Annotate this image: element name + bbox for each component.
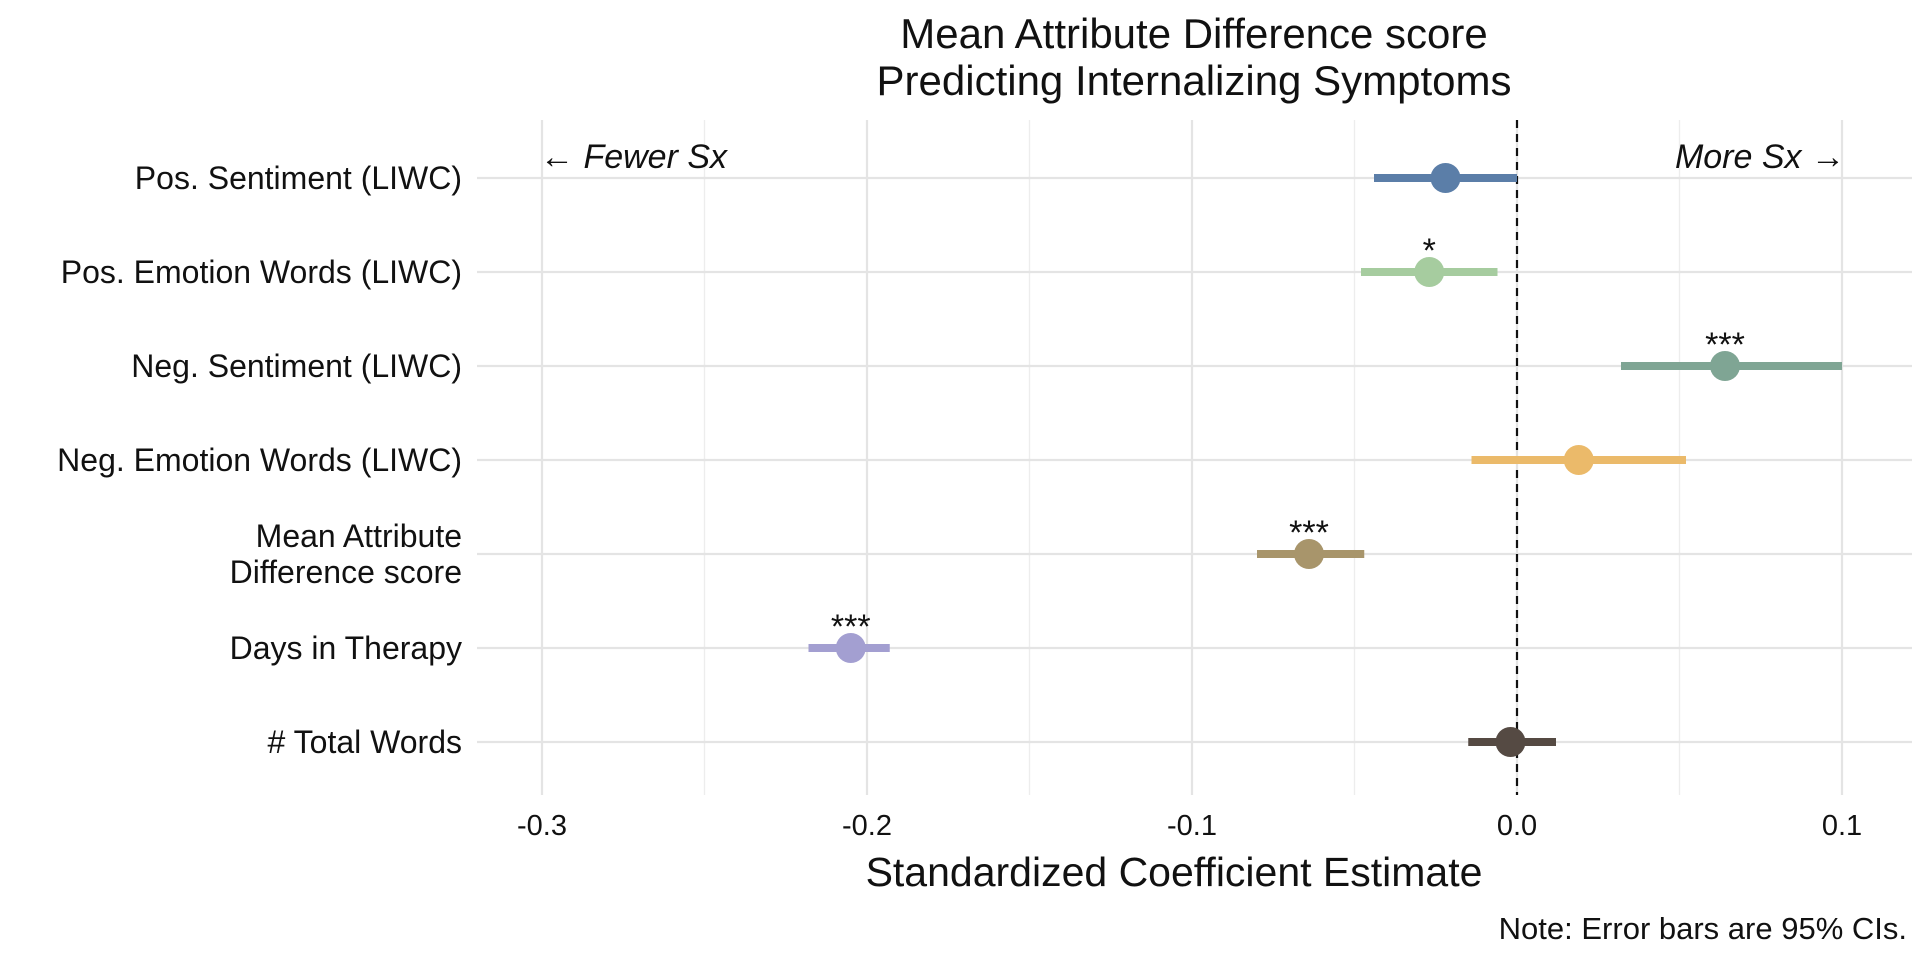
x-tick-label: 0.0	[1497, 810, 1537, 842]
estimate-point	[1430, 163, 1461, 193]
annotation-fewer-sx: ← Fewer Sx	[540, 138, 728, 176]
estimates	[808, 163, 1842, 757]
significance-label: ***	[1705, 326, 1745, 364]
significance-label: *	[1423, 232, 1436, 270]
y-tick-label: Neg. Sentiment (LIWC)	[131, 348, 462, 384]
annotation-more-sx: More Sx →	[1675, 138, 1845, 176]
y-tick-label: Difference score	[230, 554, 462, 590]
x-tick-label: -0.2	[842, 810, 892, 842]
chart-title-line-1: Mean Attribute Difference score	[900, 10, 1488, 57]
estimate-point	[1710, 351, 1740, 381]
significance-label: ***	[1289, 514, 1329, 552]
significance-label: ***	[831, 608, 871, 646]
y-tick-label: Pos. Sentiment (LIWC)	[135, 160, 462, 196]
x-tick-label: -0.3	[517, 810, 567, 842]
y-tick-label: Mean Attribute	[256, 518, 462, 554]
note-text: Note: Error bars are 95% CIs.	[1499, 911, 1907, 946]
y-tick-label: Pos. Emotion Words (LIWC)	[61, 254, 462, 290]
estimate-point	[1563, 445, 1594, 475]
estimate-point	[1414, 257, 1445, 287]
y-tick-label: Neg. Emotion Words (LIWC)	[57, 442, 462, 478]
x-tick-label: -0.1	[1167, 810, 1217, 842]
y-tick-label: Days in Therapy	[230, 630, 462, 666]
grid	[477, 120, 1912, 795]
labels: Mean Attribute Difference score Predicti…	[57, 10, 1907, 946]
estimate-point	[835, 633, 866, 663]
x-axis-title: Standardized Coefficient Estimate	[866, 849, 1483, 895]
estimate-point	[1495, 727, 1526, 757]
chart-title-line-2: Predicting Internalizing Symptoms	[877, 57, 1512, 104]
y-tick-label: # Total Words	[268, 724, 462, 760]
estimate-point	[1294, 539, 1324, 569]
x-tick-label: 0.1	[1822, 810, 1862, 842]
